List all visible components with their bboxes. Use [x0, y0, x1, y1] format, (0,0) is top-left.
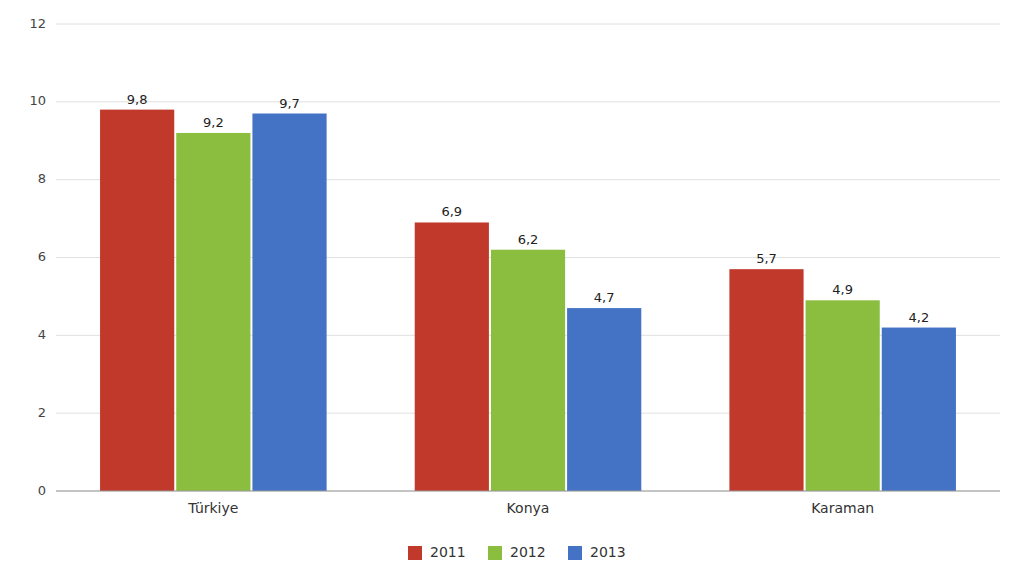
data-labels: 9,8 6,9 5,7 9,2 6,2 4,9 9,7 4,7 4,2: [127, 92, 929, 325]
bar: [100, 110, 174, 491]
data-label: 9,8: [127, 92, 148, 107]
y-tick-label: 4: [38, 327, 46, 342]
legend: 2011 2012 2013: [408, 544, 626, 560]
y-tick-label: 6: [38, 249, 46, 264]
y-tick-label: 12: [29, 16, 46, 31]
x-axis-labels: Türkiye Konya Karaman: [187, 500, 874, 516]
data-label: 5,7: [756, 251, 777, 266]
y-tick-label: 2: [38, 405, 46, 420]
x-axis-line: [56, 491, 1000, 492]
chart: 0 2 4 6 8 10 12 9,8 6,9 5,7 9,2 6,2 4,9 9,7 4,7 4,2 Türk…: [0, 0, 1024, 583]
data-label: 9,2: [203, 115, 224, 130]
data-label: 4,2: [909, 310, 930, 325]
legend-label: 2011: [430, 544, 466, 560]
bar: [882, 328, 956, 491]
bar: [176, 133, 250, 491]
bar: [729, 269, 803, 491]
legend-label: 2013: [590, 544, 626, 560]
data-label: 4,9: [832, 282, 853, 297]
bar: [415, 222, 489, 491]
grid: [56, 24, 1000, 491]
y-tick-label: 10: [29, 93, 46, 108]
bar: [567, 308, 641, 491]
bar: [806, 300, 880, 491]
data-label: 4,7: [594, 290, 615, 305]
grid-line: [56, 24, 1000, 25]
grid-line: [56, 491, 1000, 492]
legend-label: 2012: [510, 544, 546, 560]
data-label: 6,2: [518, 232, 539, 247]
bar: [252, 114, 326, 491]
legend-swatch: [568, 546, 582, 560]
legend-swatch: [488, 546, 502, 560]
data-label: 6,9: [441, 204, 462, 219]
x-tick-label: Konya: [507, 500, 550, 516]
bar: [491, 250, 565, 491]
grid-line: [56, 101, 1000, 102]
data-label: 9,7: [279, 96, 300, 111]
y-tick-label: 8: [38, 171, 46, 186]
legend-swatch: [408, 546, 422, 560]
x-tick-label: Karaman: [811, 500, 874, 516]
y-tick-label: 0: [38, 483, 46, 498]
bars: [100, 110, 956, 491]
x-tick-label: Türkiye: [187, 500, 238, 516]
